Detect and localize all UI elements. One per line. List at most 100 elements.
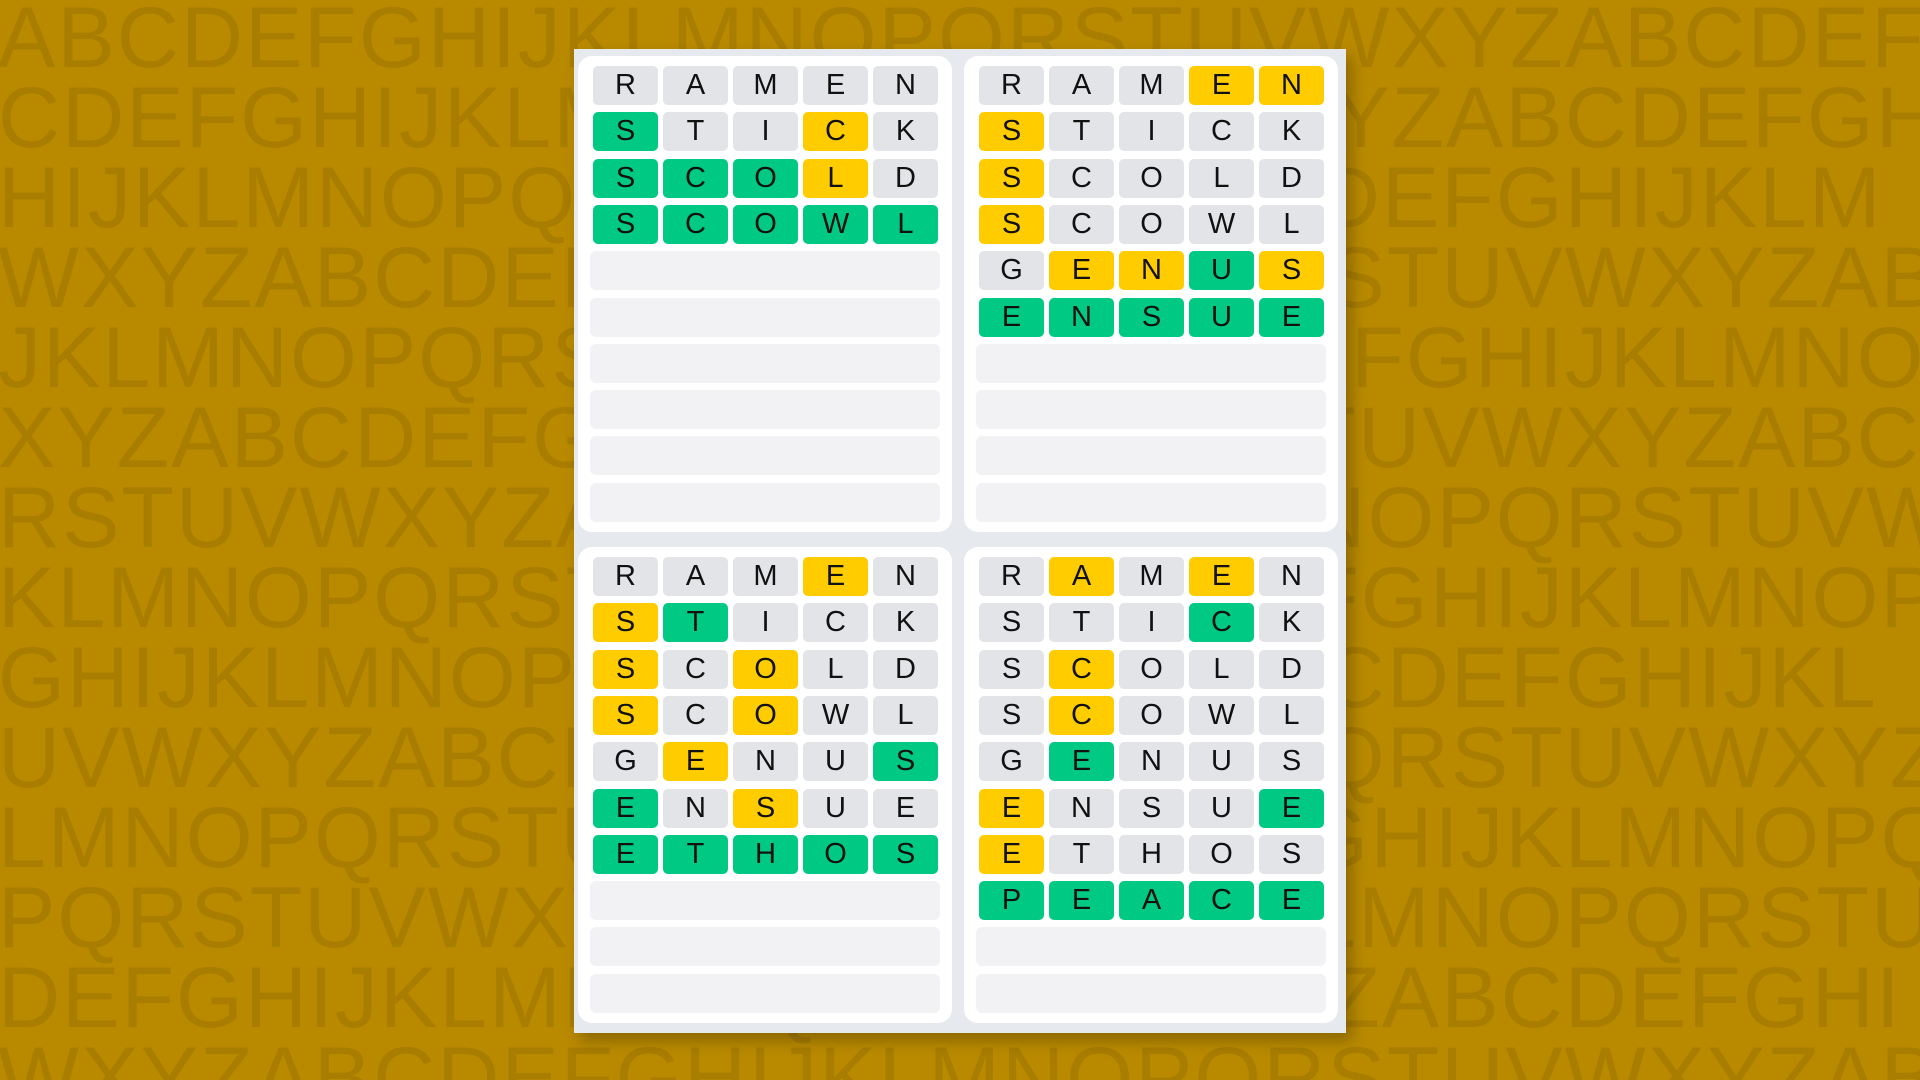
empty-row [590, 881, 940, 921]
letter-tile: W [1189, 204, 1254, 244]
letter-tile: O [1119, 204, 1184, 244]
letter-tile: L [873, 695, 938, 735]
letter-tile: R [979, 557, 1044, 596]
letter-tile: S [873, 834, 938, 874]
letter-tile: W [1189, 695, 1254, 735]
letter-tile: R [979, 66, 1044, 105]
letter-tile: C [663, 204, 728, 244]
letter-tile: E [979, 297, 1044, 337]
letter-tile: E [593, 834, 658, 874]
letter-tile: E [803, 557, 868, 596]
letter-tile: E [1049, 742, 1114, 782]
letter-tile: S [1119, 297, 1184, 337]
letter-tile: R [593, 557, 658, 596]
letter-tile: C [1189, 603, 1254, 643]
empty-row [976, 927, 1326, 967]
letter-tile: U [1189, 251, 1254, 291]
letter-tile: O [1119, 695, 1184, 735]
letter-tile: E [979, 788, 1044, 828]
letter-tile: N [1259, 66, 1324, 105]
letter-tile: T [663, 834, 728, 874]
empty-row [590, 482, 940, 522]
letter-tile: G [593, 742, 658, 782]
letter-tile: E [1049, 881, 1114, 921]
letter-tile: U [803, 788, 868, 828]
letter-tile: H [733, 834, 798, 874]
letter-tile: C [1189, 112, 1254, 152]
letter-tile: S [1259, 742, 1324, 782]
empty-row [590, 927, 940, 967]
letter-tile: G [979, 742, 1044, 782]
letter-tile: M [1119, 66, 1184, 105]
letter-tile: M [1119, 557, 1184, 596]
letter-tile: L [1189, 158, 1254, 198]
empty-row [590, 390, 940, 430]
letter-tile: I [1119, 603, 1184, 643]
letter-tile: A [1049, 557, 1114, 596]
letter-tile: L [873, 204, 938, 244]
empty-row [590, 251, 940, 291]
letter-tile: W [803, 204, 868, 244]
letter-tile: E [1049, 251, 1114, 291]
letter-tile: N [733, 742, 798, 782]
letter-tile: S [593, 158, 658, 198]
letter-tile: I [733, 112, 798, 152]
letter-tile: C [1189, 881, 1254, 921]
letter-tile: N [663, 788, 728, 828]
letter-tile: E [979, 834, 1044, 874]
letter-tile: T [663, 112, 728, 152]
letter-tile: K [1259, 603, 1324, 643]
letter-tile: E [1189, 557, 1254, 596]
letter-tile: E [663, 742, 728, 782]
letter-tile: M [733, 557, 798, 596]
letter-tile: A [663, 66, 728, 105]
letter-tile: P [979, 881, 1044, 921]
letter-tile: D [873, 158, 938, 198]
letter-tile: S [979, 204, 1044, 244]
empty-row [590, 297, 940, 337]
letter-tile: K [1259, 112, 1324, 152]
letter-tile: N [873, 66, 938, 105]
letter-tile: S [979, 112, 1044, 152]
letter-tile: U [1189, 742, 1254, 782]
letter-tile: S [593, 204, 658, 244]
letter-tile: S [593, 603, 658, 643]
letter-tile: O [1189, 834, 1254, 874]
letter-tile: T [1049, 603, 1114, 643]
letter-tile: N [1119, 251, 1184, 291]
letter-tile: C [1049, 158, 1114, 198]
letter-tile: T [1049, 112, 1114, 152]
empty-row [590, 973, 940, 1013]
letter-tile: A [663, 557, 728, 596]
letter-tile: A [1049, 66, 1114, 105]
letter-tile: S [1119, 788, 1184, 828]
letter-tile: S [593, 112, 658, 152]
letter-tile: S [593, 695, 658, 735]
letter-tile: N [873, 557, 938, 596]
empty-row [976, 343, 1326, 383]
empty-row [976, 436, 1326, 476]
background-letter-row: WXYZABCDEFGHIJKLMNOPQRSTUVWXYZAB [0, 1030, 1920, 1080]
